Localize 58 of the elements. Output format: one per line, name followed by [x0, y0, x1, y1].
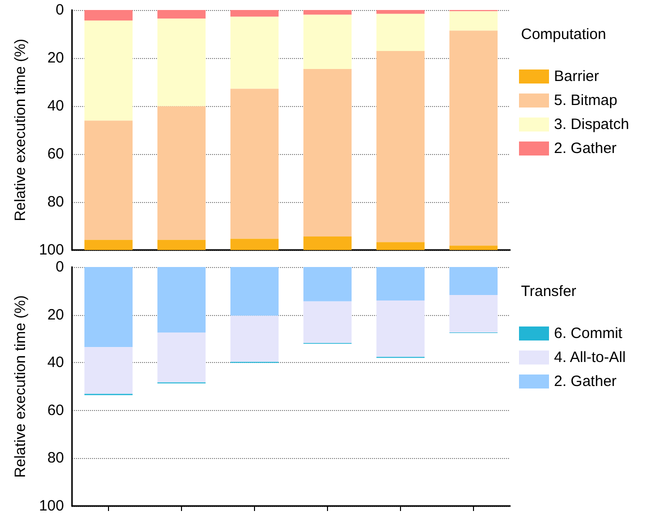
y-tick-label: 60	[47, 402, 64, 419]
legend-label: Barrier	[554, 68, 600, 85]
legend-label: 5. Bitmap	[554, 92, 618, 109]
legend-title: Computation	[521, 26, 606, 43]
bar	[84, 20, 133, 121]
legend-label: 2. Gather	[554, 140, 617, 157]
bar	[376, 242, 425, 250]
legend-label: 3. Dispatch	[554, 116, 630, 133]
bar	[303, 267, 352, 302]
bar	[303, 301, 352, 343]
bar	[230, 16, 279, 89]
bar	[157, 332, 206, 382]
bar	[84, 347, 133, 394]
bar	[230, 267, 279, 316]
bar	[449, 11, 498, 31]
bar	[230, 10, 279, 17]
bar	[376, 267, 425, 300]
y-tick-label: 100	[38, 498, 64, 514]
bar	[157, 106, 206, 240]
bar	[230, 88, 279, 239]
bar	[449, 30, 498, 246]
y-axis-title: Relative execution time (%)	[12, 38, 30, 222]
y-tick-label: 0	[56, 2, 64, 18]
y-tick-label: 40	[47, 98, 64, 114]
bar	[303, 69, 352, 237]
y-tick-label: 80	[47, 450, 64, 467]
bar	[157, 267, 206, 332]
bar	[303, 236, 352, 250]
bar	[303, 10, 352, 15]
y-tick-label: 60	[47, 146, 64, 162]
y-tick-label: 0	[56, 258, 64, 276]
bar	[376, 51, 425, 242]
bar	[157, 18, 206, 106]
y-tick-label: 20	[47, 306, 64, 324]
bar	[376, 14, 425, 52]
bar	[230, 238, 279, 250]
bar	[376, 10, 425, 14]
bar	[376, 300, 425, 357]
y-tick-label: 80	[47, 194, 64, 210]
y-axis-title: Relative execution time (%)	[12, 295, 30, 478]
legend-label: 2. Gather	[554, 373, 617, 390]
bar	[84, 240, 133, 250]
bar	[157, 240, 206, 250]
bar	[449, 294, 498, 332]
bar	[84, 120, 133, 240]
bar	[303, 14, 352, 70]
bar	[230, 316, 279, 362]
y-tick-label: 20	[47, 50, 64, 66]
bar	[449, 246, 498, 250]
legend-title: Transfer	[521, 283, 576, 300]
legend-label: 6. Commit	[554, 325, 624, 342]
bar	[157, 10, 206, 19]
bar	[84, 10, 133, 21]
y-tick-label: 100	[38, 242, 64, 258]
bar	[84, 267, 133, 348]
legend-label: 4. All-to-All	[554, 349, 626, 366]
y-tick-label: 40	[47, 354, 64, 372]
bar	[449, 267, 498, 295]
